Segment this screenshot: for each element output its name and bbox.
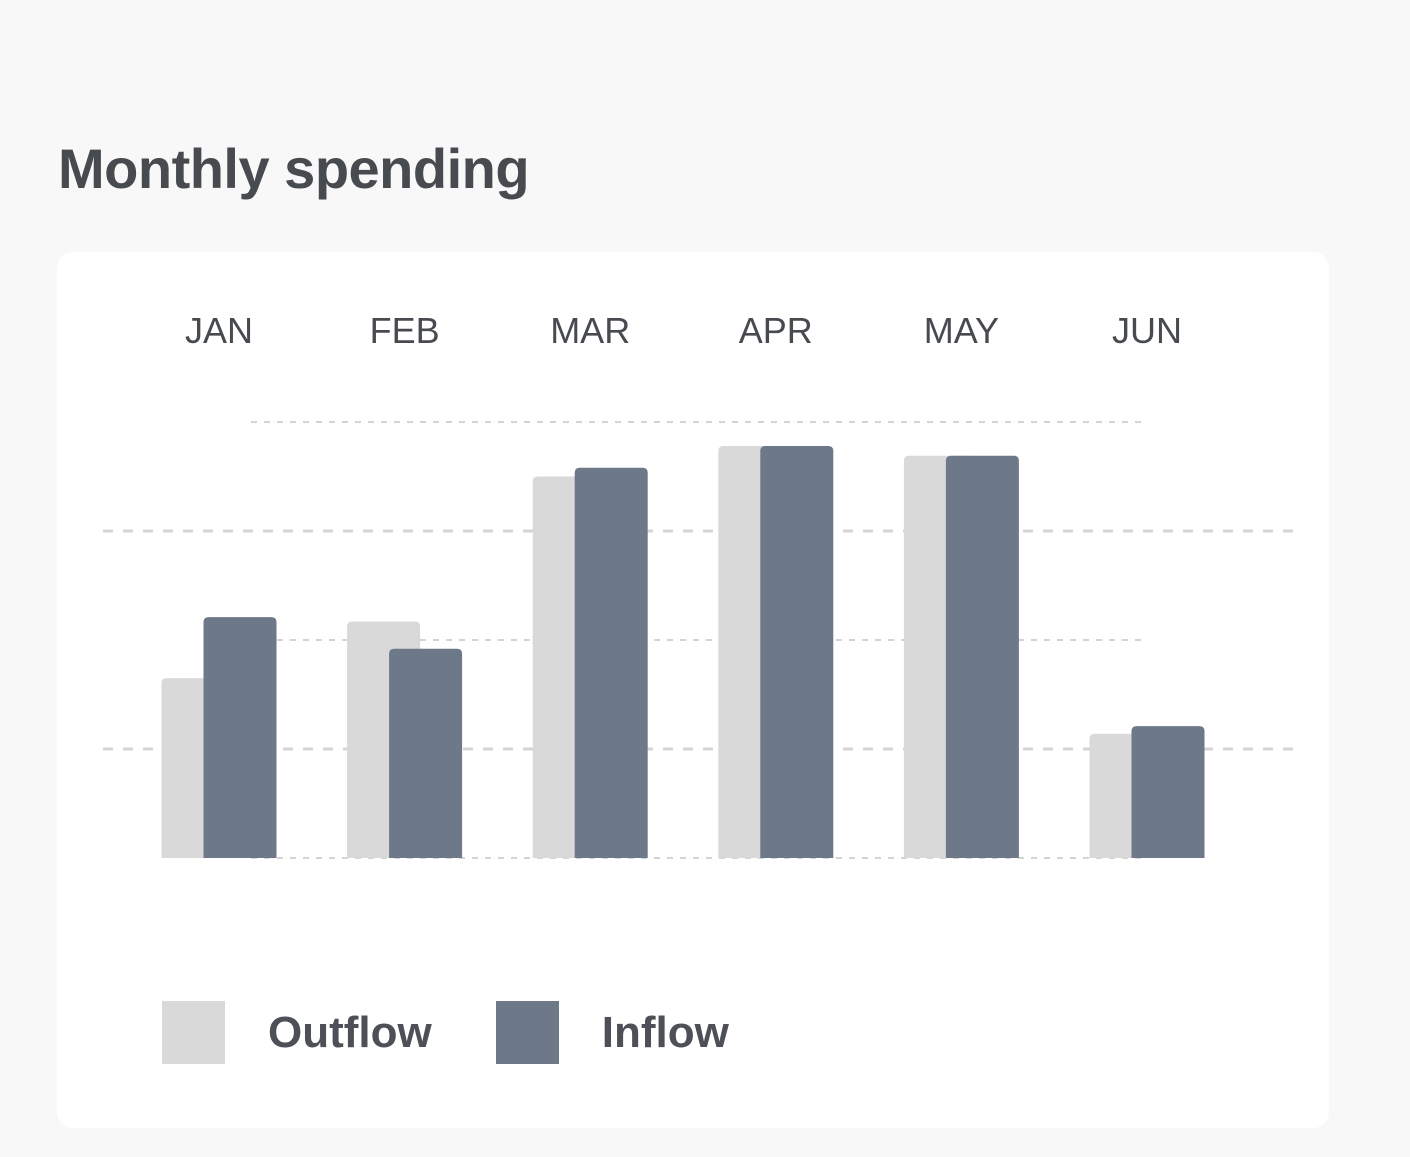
bar-inflow-jan[interactable] (203, 617, 277, 858)
bar-inflow-may[interactable] (945, 455, 1019, 858)
bars (161, 445, 1205, 858)
legend-swatch-outflow (162, 1001, 225, 1064)
category-label-jan: JAN (185, 310, 253, 351)
legend-label-inflow: Inflow (601, 1007, 729, 1057)
chart-card: JAN FEB MAR APR MAY JUN Outflow Inflow (57, 252, 1329, 1128)
category-label-jun: JUN (1112, 310, 1182, 351)
category-label-mar: MAR (550, 310, 630, 351)
legend-label-outflow: Outflow (268, 1007, 432, 1057)
category-label-apr: APR (739, 310, 813, 351)
legend-item-inflow[interactable]: Inflow (495, 1001, 729, 1064)
category-label-may: MAY (924, 310, 999, 351)
category-label-feb: FEB (370, 310, 440, 351)
legend: Outflow Inflow (162, 1001, 729, 1064)
category-labels: JAN FEB MAR APR MAY JUN (185, 310, 1182, 351)
bar-inflow-apr[interactable] (760, 445, 834, 858)
legend-swatch-inflow (495, 1001, 559, 1064)
legend-item-outflow[interactable]: Outflow (162, 1001, 432, 1064)
bar-inflow-feb[interactable] (389, 648, 463, 858)
bar-inflow-jun[interactable] (1131, 726, 1205, 858)
page-title: Monthly spending (58, 137, 530, 200)
bar-chart: JAN FEB MAR APR MAY JUN (103, 310, 1293, 859)
bar-inflow-mar[interactable] (574, 467, 648, 858)
